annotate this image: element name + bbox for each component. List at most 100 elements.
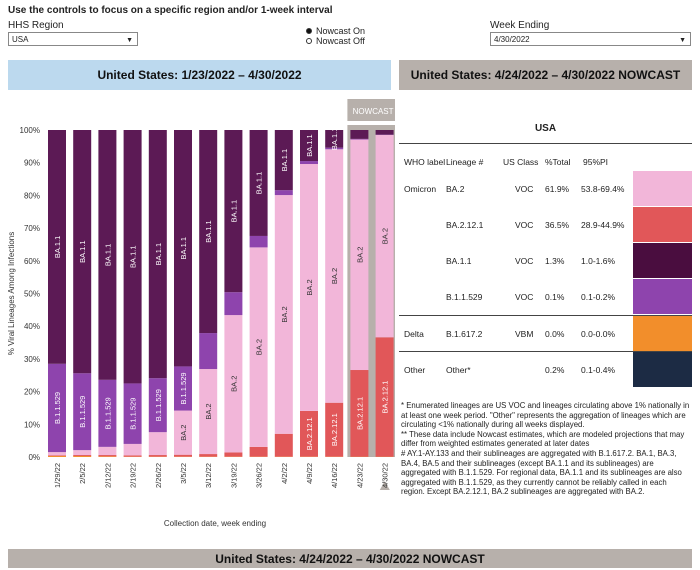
footer-header: United States: 4/24/2022 – 4/30/2022 NOW… [8,549,692,568]
bar-label: BA.2 [255,339,264,355]
region-select-value: USA [12,35,29,44]
table-header-cell: %Total [545,157,571,167]
radio-unselected-icon [306,38,312,44]
bar-segment [274,130,293,191]
bar-segment [199,333,218,370]
x-tick-label: 2/12/22 [103,463,112,488]
table-cell-lineage: Other* [446,365,471,375]
table-cell-lineage: BA.2 [446,184,465,194]
table-cell-pct: 0.0% [545,329,565,339]
bar-segment [73,456,92,457]
y-axis-label: % Viral Lineages Among Infections [7,232,16,355]
bar-segment [199,369,218,455]
color-swatch [633,207,692,242]
bar-segment [73,450,92,456]
bar-segment [98,446,117,456]
bar-segment [48,130,66,364]
bar-label: B.1.1.529 [78,396,87,428]
region-select[interactable]: USA ▼ [8,32,138,46]
bar-label: B.1.1.529 [179,372,188,404]
table-cell-who: Omicron [404,184,437,194]
y-tick-label: 70% [24,224,40,233]
bar-segment [98,379,117,447]
x-tick-label: 2/26/22 [154,463,163,488]
bar-segment [123,130,142,384]
color-swatch [633,279,692,314]
bar-label: BA.2 [355,247,364,263]
nowcast-off-radio[interactable]: Nowcast Off [306,36,365,46]
bar-segment [325,130,344,148]
nowcast-badge [347,99,395,121]
table-cell-class: VOC [515,184,534,194]
bar-segment [98,456,117,457]
table-cell-class: VOC [515,220,534,230]
nowcast-on-radio[interactable]: Nowcast On [306,26,365,36]
table-cell-pct: 0.2% [545,365,565,375]
x-tick-label: 2/19/22 [129,463,138,488]
table-header-cell: Lineage # [446,157,484,167]
bar-segment [350,138,369,140]
y-tick-label: 90% [24,159,40,168]
bar-segment [274,195,293,434]
bar-segment [224,315,243,453]
week-select[interactable]: 4/30/2022 ▼ [490,32,691,46]
x-tick-label: 4/2/22 [280,463,289,484]
bar-label: BA.1.1 [53,236,62,259]
chart-header: United States: 1/23/2022 – 4/30/2022 [8,60,391,90]
table-cell-pi: 0.0-0.0% [581,329,616,339]
bar-segment [224,452,243,457]
bar-label: BA.1.1 [103,244,112,267]
bar-segment [123,443,142,456]
table-cell-lineage: B.1.617.2 [446,329,483,339]
table-cell-pi: 53.8-69.4% [581,184,625,194]
bar-segment [174,454,192,457]
bar-segment [300,130,318,162]
chevron-down-icon: ▼ [679,37,686,44]
bar-label: BA.1.1 [154,243,163,266]
bar-label: BA.2.12.1 [330,413,339,446]
bar-label: BA.2.12.1 [305,417,314,450]
bar-label: BA.2 [330,268,339,284]
y-tick-label: 50% [24,290,40,299]
nowcast-off-label: Nowcast Off [316,36,365,46]
table-header-cell: 95%PI [583,157,609,167]
bar-segment [325,149,344,403]
nowcast-marker-icon [379,481,390,490]
controls-instruction: Use the controls to focus on a specific … [8,5,333,16]
table-cell-pi: 0.1-0.4% [581,365,616,375]
table-header-cell: WHO label [404,157,446,167]
bar-label: BA.1.1 [255,172,264,195]
table-cell-who: Delta [404,329,424,339]
x-tick-label: 4/23/22 [355,463,364,488]
bar-segment [73,130,92,374]
bar-segment [249,130,268,236]
bar-label: BA.2.12.1 [381,381,390,414]
y-tick-label: 60% [24,257,40,266]
x-tick-label: 4/9/22 [305,463,314,484]
table-cell-class: VBM [515,329,534,339]
bar-segment [300,161,318,165]
bar-segment [199,454,218,457]
table-cell-class: VOC [515,256,534,266]
bar-segment [48,452,66,456]
week-select-value: 4/30/2022 [494,35,530,44]
bar-segment [123,455,142,457]
bar-label: BA.2 [280,306,289,322]
table-cell-lineage: B.1.1.529 [446,292,483,302]
x-tick-label: 1/29/22 [53,463,62,488]
bar-segment [375,337,394,457]
bar-segment [350,139,369,371]
nowcast-header: United States: 4/24/2022 – 4/30/2022 NOW… [399,60,692,90]
table-divider [399,315,692,316]
bar-label: BA.1.1 [305,134,314,157]
footnote-1: * Enumerated lineages are US VOC and lin… [401,401,690,430]
nowcast-badge-label: NOWCAST [353,107,394,116]
x-tick-label: 3/26/22 [255,463,264,488]
radio-selected-icon [306,28,312,34]
bar-label: BA.1.1 [179,237,188,260]
color-swatch [633,171,692,206]
table-cell-pct: 36.5% [545,220,570,230]
region-label: HHS Region [8,20,64,31]
bar-label: BA.2 [179,425,188,441]
bar-label: BA.1.1 [280,149,289,172]
